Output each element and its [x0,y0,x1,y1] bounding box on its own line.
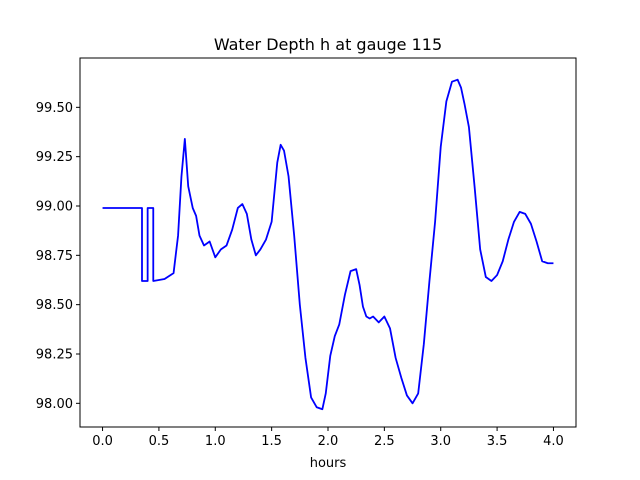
x-tick-label: 1.0 [205,434,226,449]
x-tick-label: 0.5 [149,434,170,449]
y-tick-label: 98.75 [36,249,73,264]
y-tick-label: 99.00 [36,199,73,214]
y-tick-label: 99.50 [36,101,73,116]
y-tick-label: 99.25 [36,150,73,165]
x-tick-label: 2.5 [374,434,395,449]
x-tick-label: 1.5 [261,434,282,449]
x-axis-label: hours [310,456,347,471]
y-axis: 98.00 98.25 98.50 98.75 99.00 99.25 99.50 [36,101,80,412]
y-tick-label: 98.25 [36,347,73,362]
x-tick-label: 3.5 [487,434,508,449]
x-axis: 0.0 0.5 1.0 1.5 2.0 2.5 3.0 3.5 4.0 [92,427,564,449]
x-tick-label: 3.0 [430,434,451,449]
y-tick-label: 98.00 [36,397,73,412]
x-tick-label: 2.0 [318,434,339,449]
x-tick-label: 0.0 [92,434,113,449]
y-tick-label: 98.50 [36,298,73,313]
x-tick-label: 4.0 [543,434,564,449]
series-line [102,78,554,411]
chart-title: Water Depth h at gauge 115 [214,35,442,54]
